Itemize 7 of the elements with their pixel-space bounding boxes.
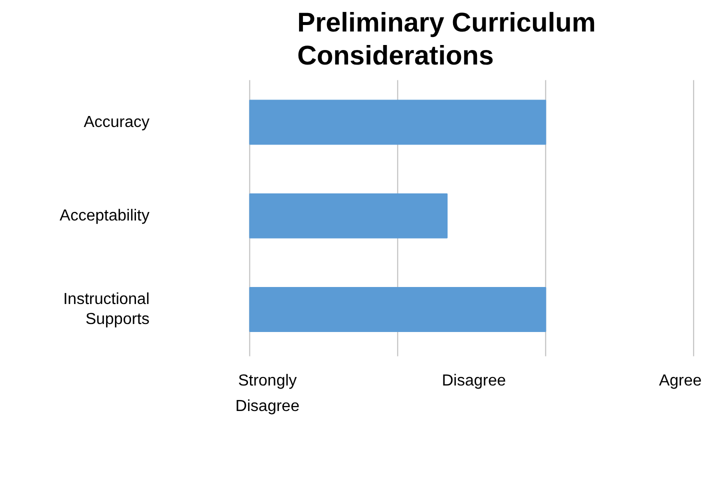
text: Agree — [658, 372, 702, 390]
text: Strongly Disagree — [235, 372, 300, 415]
y-tick-label: Accuracy — [84, 114, 150, 131]
y-tick-label: Instructional Supports — [63, 290, 150, 328]
text: Disagree — [442, 372, 506, 390]
y-tick-label: Acceptability — [60, 207, 150, 224]
chart-title: Preliminary Curriculum Considerations — [297, 8, 596, 70]
